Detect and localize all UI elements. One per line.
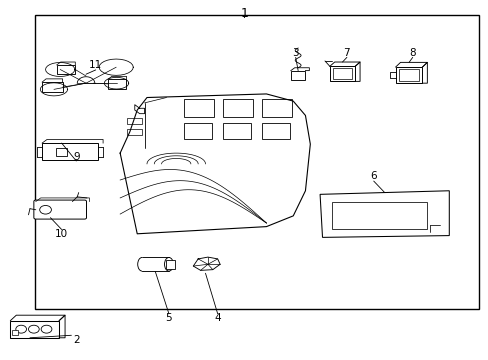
Text: 7: 7 [343,48,349,58]
Text: 5: 5 [165,313,172,323]
Bar [332,68,351,79]
Text: 6: 6 [369,171,376,181]
Text: 4: 4 [214,313,221,323]
Bar [142,257,168,271]
Bar [35,15,478,309]
Bar [42,143,98,160]
Bar [395,67,422,83]
Bar [108,79,126,89]
Polygon shape [320,191,448,237]
Bar [183,99,213,117]
Text: 9: 9 [73,152,80,162]
Text: 2: 2 [73,334,80,345]
Bar [127,129,142,135]
Text: 8: 8 [408,48,415,58]
Text: 10: 10 [55,229,68,239]
Bar [261,99,291,117]
Bar [42,82,62,92]
Bar [222,123,250,139]
Bar [183,123,211,139]
Bar [329,66,354,81]
Bar [398,69,418,81]
Bar [166,260,175,269]
Bar [261,123,289,139]
Text: 3: 3 [292,48,298,58]
Ellipse shape [164,257,173,271]
Bar [331,202,427,229]
Bar [127,118,142,125]
Bar [10,320,59,338]
Bar [290,71,305,80]
Bar [222,99,252,117]
Bar [12,330,18,335]
Ellipse shape [138,257,146,271]
FancyBboxPatch shape [34,200,86,219]
Bar [56,148,66,156]
Text: 11: 11 [89,60,102,70]
Text: 1: 1 [240,7,248,20]
Bar [57,65,75,74]
